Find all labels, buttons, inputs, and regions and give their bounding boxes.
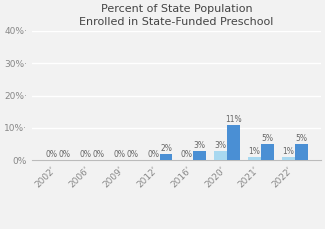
Bar — [160, 154, 172, 160]
Text: 0%: 0% — [126, 150, 138, 159]
Text: 0%: 0% — [181, 150, 193, 159]
Bar — [227, 125, 240, 160]
Text: 2%: 2% — [160, 144, 172, 153]
Title: Percent of State Population
Enrolled in State-Funded Preschool: Percent of State Population Enrolled in … — [79, 4, 274, 27]
Bar — [214, 151, 227, 160]
Text: 11%: 11% — [225, 115, 242, 124]
Bar — [261, 144, 274, 160]
Text: 3%: 3% — [194, 141, 206, 150]
Bar — [248, 157, 261, 160]
Bar — [193, 151, 206, 160]
Text: 0%: 0% — [46, 150, 58, 159]
Text: 0%: 0% — [58, 150, 71, 159]
Text: 3%: 3% — [215, 141, 227, 150]
Text: 0%: 0% — [147, 150, 159, 159]
Bar — [282, 157, 295, 160]
Text: 1%: 1% — [282, 147, 294, 156]
Text: 5%: 5% — [295, 134, 307, 143]
Text: 5%: 5% — [261, 134, 273, 143]
Text: 0%: 0% — [92, 150, 104, 159]
Text: 0%: 0% — [113, 150, 125, 159]
Text: 1%: 1% — [249, 147, 261, 156]
Text: 0%: 0% — [79, 150, 91, 159]
Bar — [295, 144, 308, 160]
